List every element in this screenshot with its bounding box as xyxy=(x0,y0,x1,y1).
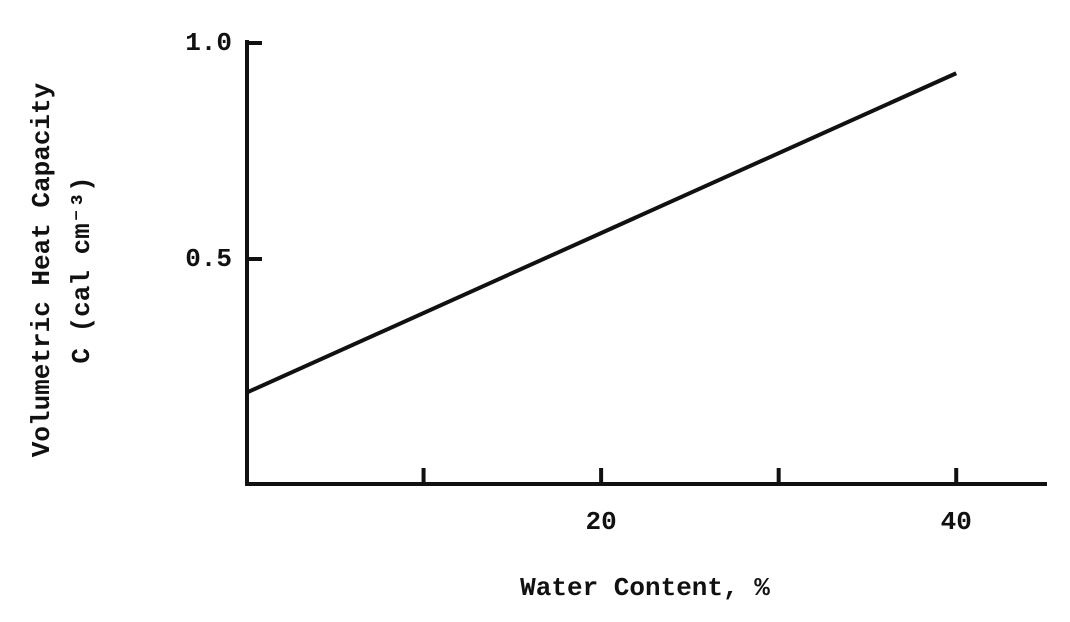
x-axis-label: Water Content, % xyxy=(520,573,770,603)
x-tick-label: 20 xyxy=(586,507,617,537)
y-tick-label: 1.0 xyxy=(185,28,232,58)
y-axis-label: C (cal cm⁻³) xyxy=(67,176,97,363)
line xyxy=(245,71,958,395)
y-tick-label: 0.5 xyxy=(185,244,232,274)
x-tick-label: 40 xyxy=(941,507,972,537)
y-axis-label: Volumetric Heat Capacity xyxy=(27,82,57,457)
